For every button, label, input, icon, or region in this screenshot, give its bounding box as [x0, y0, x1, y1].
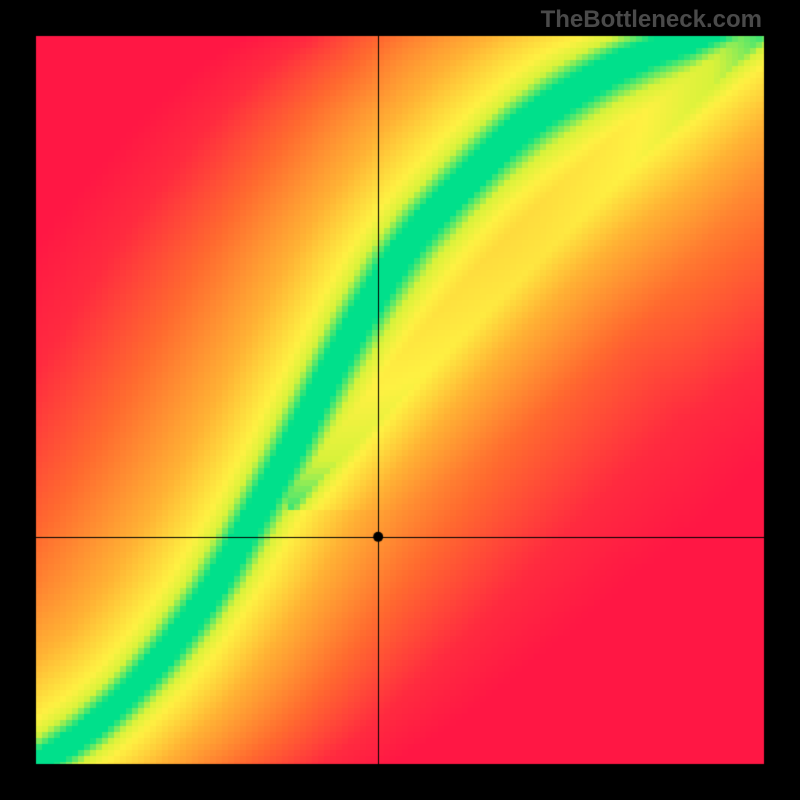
- bottleneck-heatmap: [0, 0, 800, 800]
- watermark-text: TheBottleneck.com: [541, 6, 762, 34]
- chart-container: TheBottleneck.com: [0, 0, 800, 800]
